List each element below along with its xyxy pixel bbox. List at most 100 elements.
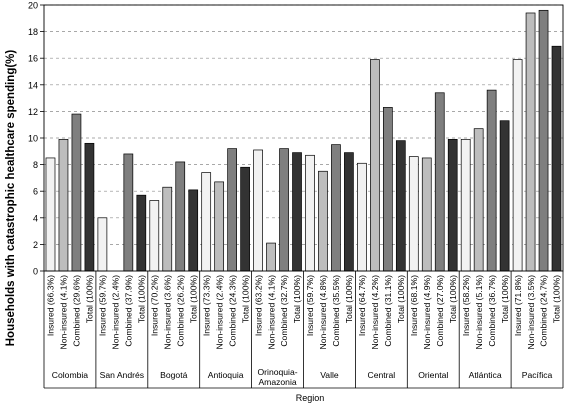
bar-orinoquia-amazonia-insured bbox=[253, 149, 263, 272]
bar-label: Insured (59.7%) bbox=[98, 275, 108, 336]
bar-label: Total (100%) bbox=[137, 275, 147, 323]
bar-colombia-non-insured bbox=[58, 138, 69, 272]
bar-label: Total (100%) bbox=[396, 275, 406, 323]
bar-atl-ntica-non-insured bbox=[473, 128, 484, 272]
bars bbox=[45, 9, 562, 272]
bar-oriental-combined bbox=[434, 92, 445, 272]
bar-colombia-combined bbox=[71, 113, 82, 272]
bar-oriental-insured bbox=[408, 156, 419, 272]
region-label: Orinoquia- bbox=[257, 367, 297, 377]
bar-label: Non-insured (4.8%) bbox=[318, 275, 328, 350]
bar-valle-insured bbox=[305, 154, 315, 272]
region-label: Pacífica bbox=[522, 370, 553, 380]
bar-central-total bbox=[395, 140, 406, 272]
bar-bogot--insured bbox=[149, 200, 160, 272]
y-tick-label: 2 bbox=[33, 240, 38, 250]
bar-label: Non-insured (4.1%) bbox=[59, 275, 69, 350]
region-label: Valle bbox=[320, 370, 339, 380]
bar-central-insured bbox=[357, 162, 367, 272]
bar-label: Combined (27.0%) bbox=[435, 275, 445, 347]
bar-label: Total (100%) bbox=[292, 275, 302, 323]
bar-label: Combined (37.9%) bbox=[124, 275, 134, 347]
bar-colombia-total bbox=[84, 142, 95, 272]
bar-valle-non-insured bbox=[318, 170, 328, 272]
y-tick-label: 20 bbox=[28, 1, 38, 11]
bar-antioquia-total bbox=[240, 166, 250, 272]
y-tick-label: 6 bbox=[33, 187, 38, 197]
bar-label: Combined (26.2%) bbox=[175, 275, 185, 347]
bar-label: Non-insured (4.1%) bbox=[266, 275, 276, 350]
bar-label: Total (100%) bbox=[344, 275, 354, 323]
bar-atl-ntica-insured bbox=[460, 138, 471, 272]
bar-atl-ntica-total bbox=[499, 120, 510, 272]
bar-orinoquia-amazonia-non-insured bbox=[266, 242, 276, 272]
bar-label: Combined (24.7%) bbox=[539, 275, 549, 347]
bar-label: Non-insured (5.1%) bbox=[474, 275, 484, 350]
bar-label: Combined (31.1%) bbox=[383, 275, 393, 347]
bar-oriental-total bbox=[447, 138, 458, 272]
bar-label: Combined (32.7%) bbox=[279, 275, 289, 347]
bar-label: Non-insured (2.4%) bbox=[111, 275, 121, 350]
bar-label: Total (100%) bbox=[552, 275, 562, 323]
bar-label: Total (100%) bbox=[500, 275, 510, 323]
bar-label: Combined (35.5%) bbox=[331, 275, 341, 347]
y-tick-labels: 0 2 4 6 8 10 12 14 16 18 20 bbox=[28, 1, 38, 277]
bar-central-non-insured bbox=[370, 59, 380, 272]
bar-pac-fica-total bbox=[551, 45, 562, 272]
y-tick-label: 8 bbox=[33, 160, 38, 170]
x-axis-label: Region bbox=[296, 393, 325, 403]
bar-bogot--combined bbox=[175, 161, 186, 272]
bar-bogot--total bbox=[188, 189, 199, 272]
bar-label: Total (100%) bbox=[448, 275, 458, 323]
bar-san-andr-s-combined bbox=[123, 153, 134, 272]
bar-label: Insured (66.3%) bbox=[46, 275, 56, 336]
region-labels: Colombia San Andrés Bogotá Antioquia Orinoqu… bbox=[52, 367, 553, 387]
bar-label: Insured (73.3%) bbox=[201, 275, 211, 336]
bar-san-andr-s-insured bbox=[97, 217, 108, 272]
bar-pac-fica-non-insured bbox=[525, 12, 536, 272]
bar-label: Combined (29.6%) bbox=[72, 275, 82, 347]
bar-antioquia-non-insured bbox=[214, 181, 225, 272]
bar-label: Insured (71.8%) bbox=[513, 275, 523, 336]
bar-label: Insured (58.2%) bbox=[461, 275, 471, 336]
bar-label: Non-insured (3.5%) bbox=[526, 275, 536, 350]
bar-label: Total (100%) bbox=[240, 275, 250, 323]
region-label: Bogotá bbox=[160, 370, 187, 380]
bar-colombia-insured bbox=[45, 157, 56, 272]
y-tick-label: 16 bbox=[28, 54, 38, 64]
bar-orinoquia-amazonia-total bbox=[292, 152, 302, 272]
bar-antioquia-combined bbox=[227, 148, 237, 272]
bar-labels: Insured (66.3%) Non-insured (4.1%) Combine… bbox=[46, 275, 562, 350]
y-axis-label: Households with catastrophic healthcare … bbox=[5, 50, 17, 347]
bar-pac-fica-insured bbox=[512, 59, 523, 272]
bar-label: Insured (64.7%) bbox=[357, 275, 367, 336]
bar-pac-fica-combined bbox=[538, 9, 549, 272]
region-label: Amazonia bbox=[258, 377, 296, 387]
y-tick-label: 10 bbox=[28, 134, 38, 144]
y-tick-label: 18 bbox=[28, 27, 38, 37]
bar-label: Total (100%) bbox=[85, 275, 95, 323]
bar-orinoquia-amazonia-combined bbox=[279, 148, 289, 272]
region-label: Antioquia bbox=[208, 370, 244, 380]
bar-san-andr-s-total bbox=[136, 194, 147, 272]
region-label: Atlántica bbox=[469, 370, 502, 380]
bar-oriental-non-insured bbox=[421, 157, 432, 272]
bar-label: Insured (63.2%) bbox=[253, 275, 263, 336]
region-label: Central bbox=[367, 370, 395, 380]
bar-central-combined bbox=[382, 107, 393, 272]
bar-label: Non-insured (4.9%) bbox=[422, 275, 432, 350]
bar-label: Total (100%) bbox=[188, 275, 198, 323]
region-label: San Andrés bbox=[100, 370, 144, 380]
bar-label: Combined (24.3%) bbox=[227, 275, 237, 347]
bar-label: Combined (36.7%) bbox=[487, 275, 497, 347]
y-tick-label: 0 bbox=[33, 267, 38, 277]
region-label: Oriental bbox=[418, 370, 448, 380]
bar-label: Insured (68.1%) bbox=[409, 275, 419, 336]
y-tick-label: 4 bbox=[33, 213, 38, 223]
bar-antioquia-insured bbox=[201, 172, 212, 272]
bar-bogot--non-insured bbox=[162, 186, 173, 272]
bar-valle-combined bbox=[331, 144, 341, 272]
bar-label: Insured (59.7%) bbox=[305, 275, 315, 336]
bar-valle-total bbox=[344, 152, 354, 272]
